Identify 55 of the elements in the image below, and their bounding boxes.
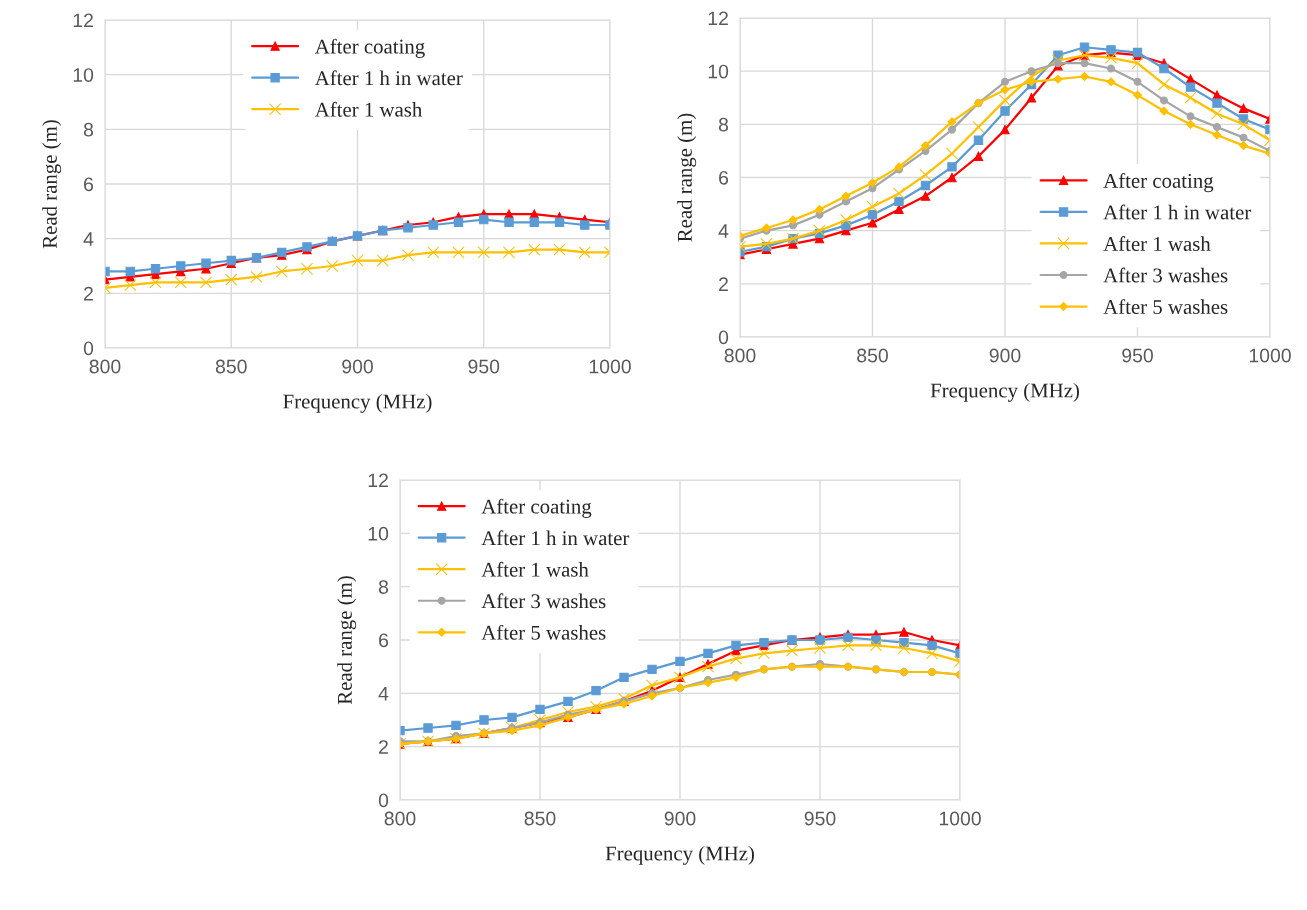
x-tick-label: 850 <box>215 359 247 374</box>
y-tick-label: 6 <box>84 177 94 192</box>
x-tick-label: 900 <box>342 359 373 374</box>
y-tick-label: 2 <box>84 286 93 301</box>
legend-label: After coating <box>1103 173 1214 193</box>
y-tick-label: 12 <box>708 11 728 26</box>
x-tick-label: 850 <box>857 348 888 363</box>
y-tick-label: 2 <box>719 277 728 291</box>
y-tick-label: 8 <box>378 580 389 594</box>
x-tick-label: 950 <box>804 811 836 826</box>
y-tick-label: 4 <box>718 224 729 238</box>
x-tick-label: 900 <box>989 348 1021 363</box>
legend-label: After coating <box>314 38 425 58</box>
legend-label: After 5 washes <box>1103 299 1228 315</box>
legend-label: After 1 wash <box>1103 236 1211 251</box>
y-tick-label: 0 <box>378 793 389 808</box>
y-tick-label: 6 <box>379 633 389 648</box>
y-tick-label: 8 <box>718 117 729 132</box>
x-tick-label: 950 <box>468 359 500 374</box>
x-tick-label: 1000 <box>939 811 981 826</box>
legend-label: After 1 wash <box>314 101 423 117</box>
x-tick-label: 950 <box>1122 348 1153 363</box>
x-axis-title: Frequency (MHz) <box>930 382 1079 402</box>
legend-label: After 3 washes <box>1103 267 1228 283</box>
y-tick-label: 0 <box>718 330 729 345</box>
x-axis-title: Frequency (MHz) <box>283 393 432 413</box>
x-tick-label: 850 <box>524 811 556 826</box>
legend-label: After 1 wash <box>481 561 589 577</box>
y-axis-title: Read range (m) <box>677 113 697 242</box>
legend-label: After 5 washes <box>481 624 606 640</box>
legend-label: After coating <box>481 498 592 518</box>
y-tick-label: 2 <box>379 740 388 754</box>
x-tick-label: 1000 <box>1249 348 1291 363</box>
y-tick-label: 4 <box>378 687 389 701</box>
x-tick-label: 900 <box>664 811 696 826</box>
x-axis-title: Frequency (MHz) <box>605 845 754 865</box>
y-tick-label: 12 <box>73 13 93 28</box>
y-tick-label: 10 <box>708 64 729 79</box>
y-tick-label: 8 <box>83 122 94 137</box>
y-axis-title: Read range (m) <box>337 576 357 705</box>
legend-label: After 1 h in water <box>481 530 630 546</box>
x-tick-label: 800 <box>724 348 756 363</box>
legend-label: After 1 h in water <box>314 70 463 86</box>
y-tick-label: 10 <box>368 526 389 541</box>
y-tick-label: 6 <box>719 170 729 185</box>
y-axis-title: Read range (m) <box>42 120 62 249</box>
y-tick-label: 0 <box>83 341 94 356</box>
y-tick-label: 4 <box>83 232 94 246</box>
legend-label: After 1 h in water <box>1103 204 1252 220</box>
x-tick-label: 800 <box>89 359 121 374</box>
x-tick-label: 800 <box>384 811 416 826</box>
y-tick-label: 12 <box>368 473 388 488</box>
y-tick-label: 10 <box>73 68 94 82</box>
x-tick-label: 1000 <box>589 359 631 374</box>
legend-label: After 3 washes <box>481 593 606 609</box>
